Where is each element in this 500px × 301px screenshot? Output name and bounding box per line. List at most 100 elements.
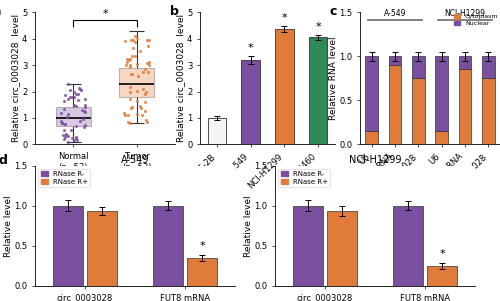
Point (126, 65, 134, 70)
Bar (482, 56, 495, 78)
Bar (388, 56, 402, 65)
Point (140, 91, 148, 96)
Y-axis label: Relative circ_0003028  level: Relative circ_0003028 level (12, 14, 20, 142)
Point (74, 91, 82, 96)
Point (142, 117, 150, 122)
Point (126, 89, 134, 94)
Point (140, 70, 147, 75)
Point (76, 119, 84, 123)
Bar (388, 65, 402, 144)
Point (75, 86, 83, 91)
Point (60, 98, 68, 103)
Text: *: * (439, 250, 445, 259)
Bar (242, 60, 260, 144)
Point (58, 120, 66, 125)
Bar (153, 206, 183, 286)
Point (64, 97, 72, 102)
Point (124, 120, 132, 125)
Point (70, 95, 78, 99)
Point (74, 138, 82, 143)
Point (78, 117, 86, 122)
Bar (208, 118, 226, 144)
Point (63, 114, 71, 119)
Title: NCI-H1299: NCI-H1299 (349, 155, 401, 165)
Text: A-549: A-549 (384, 9, 406, 18)
Bar (412, 56, 425, 78)
Point (64, 139, 72, 144)
Point (130, 53, 138, 58)
Y-axis label: Relative level: Relative level (4, 195, 13, 256)
Bar (435, 56, 448, 131)
Point (123, 60, 131, 64)
Point (81, 123, 89, 128)
Text: *: * (248, 43, 254, 53)
Point (68, 135, 76, 140)
Point (77, 88, 85, 92)
Point (80, 104, 88, 109)
Bar (365, 56, 378, 131)
Bar (393, 206, 423, 286)
Bar (482, 78, 495, 144)
Point (138, 112, 146, 117)
Point (61, 121, 69, 126)
Bar (56, 107, 90, 126)
Point (60, 107, 68, 112)
Point (140, 87, 147, 92)
Text: NCI-H1299: NCI-H1299 (444, 9, 486, 18)
Point (61, 93, 69, 98)
Text: *: * (199, 241, 205, 251)
Point (120, 110, 128, 115)
Point (68, 95, 76, 100)
Bar (365, 131, 378, 144)
Point (144, 70, 152, 74)
Point (72, 124, 80, 129)
Point (144, 62, 152, 67)
Text: *: * (316, 22, 321, 32)
Point (140, 66, 148, 71)
Point (70, 89, 78, 94)
Point (127, 106, 135, 111)
Point (61, 121, 69, 126)
Text: c: c (329, 5, 336, 18)
Bar (412, 78, 425, 144)
Text: a: a (0, 5, 2, 18)
Point (144, 43, 152, 48)
Point (133, 35, 141, 40)
Point (134, 73, 142, 78)
Point (122, 113, 130, 118)
Point (80, 97, 88, 102)
Point (76, 86, 84, 91)
Point (130, 39, 138, 44)
Point (74, 98, 82, 103)
Point (78, 108, 86, 113)
Point (70, 138, 78, 142)
Bar (458, 56, 471, 70)
Point (59, 132, 67, 137)
Point (128, 72, 136, 76)
Title: A-549: A-549 (121, 155, 149, 165)
Point (122, 62, 130, 67)
Legend: Cytoplasm, Nuclear: Cytoplasm, Nuclear (452, 13, 500, 27)
Point (62, 131, 70, 136)
Y-axis label: Relative RNA level: Relative RNA level (329, 36, 338, 120)
Point (123, 57, 131, 62)
Point (125, 58, 133, 63)
Point (61, 135, 69, 140)
Bar (435, 131, 448, 144)
Point (143, 61, 151, 66)
Point (70, 102, 78, 107)
Text: b: b (170, 5, 179, 18)
Bar (327, 211, 357, 286)
Point (58, 120, 66, 125)
Point (136, 104, 144, 108)
Legend: RNase R-, RNase R+: RNase R-, RNase R+ (38, 169, 90, 187)
Bar (53, 206, 83, 286)
Point (140, 100, 148, 105)
Point (69, 95, 77, 99)
Bar (309, 37, 328, 144)
Point (64, 133, 72, 138)
Point (126, 62, 134, 67)
Point (64, 82, 72, 87)
Text: d: d (0, 154, 8, 166)
Point (128, 45, 136, 50)
